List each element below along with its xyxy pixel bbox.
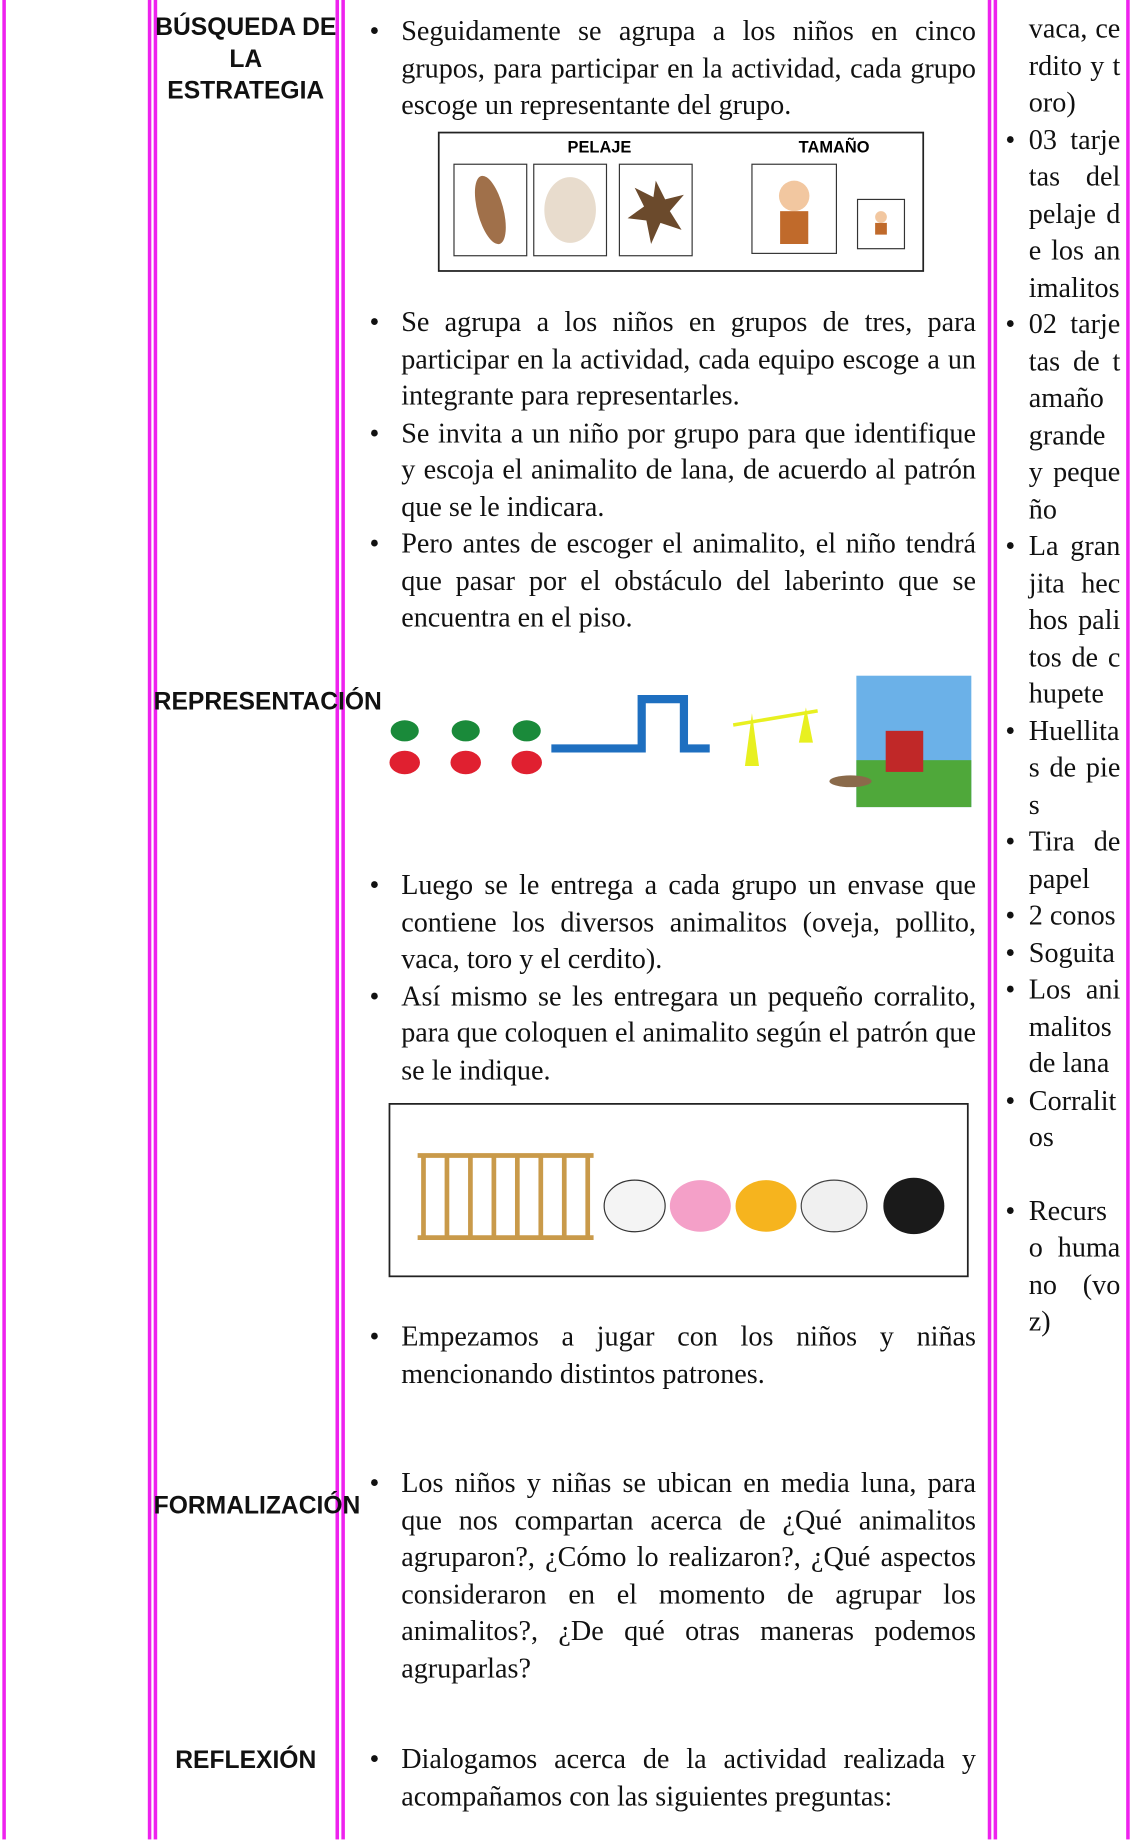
activity-item: Empezamos a jugar con los niños y niñas … bbox=[370, 1320, 976, 1394]
resource-item: 03 tarjetas del pelaje de los animalitos bbox=[998, 123, 1120, 308]
border bbox=[153, 0, 158, 1840]
activity-item: Luego se le entrega a cada grupo un enva… bbox=[370, 868, 976, 979]
resource-item: Recurso humano (voz) bbox=[998, 1194, 1120, 1342]
resource-item: 02 tarjetas de tamaño grande y pequeño bbox=[998, 307, 1120, 529]
resource-item: La granjita hechos palitos de chupete bbox=[998, 529, 1120, 714]
image-label: PELAJE bbox=[568, 139, 632, 157]
activity-item: Así mismo se les entregara un pequeño co… bbox=[370, 979, 976, 1090]
activity-item: Los niños y niñas se ubican en media lun… bbox=[370, 1466, 976, 1688]
activity-list: Empezamos a jugar con los niños y niñas … bbox=[370, 1320, 976, 1394]
phase-label: REFLEXIÓN bbox=[175, 1746, 317, 1774]
activity-list: Luego se le entrega a cada grupo un enva… bbox=[370, 868, 976, 1090]
resource-item: Soguita bbox=[998, 936, 1120, 973]
border bbox=[993, 0, 998, 1840]
activity-list: Dialogamos acerca de la actividad realiz… bbox=[370, 1742, 976, 1816]
resource-item: Tira de papel bbox=[998, 825, 1120, 899]
resource-item: 2 conos bbox=[998, 899, 1120, 936]
resource-item: Corralitos bbox=[998, 1083, 1120, 1157]
image-label: TAMAÑO bbox=[799, 137, 870, 157]
activity-item: Pero antes de escoger el animalito, el n… bbox=[370, 527, 976, 638]
image-corral bbox=[388, 1103, 969, 1278]
phase-label: FORMALIZACIÓN bbox=[153, 1492, 361, 1520]
activity-list: Los niños y niñas se ubican en media lun… bbox=[370, 1466, 976, 1688]
resources: vaca, cerdito y toro) 03 tarjetas del pe… bbox=[998, 12, 1120, 1342]
resource-item: Huellitas de pies bbox=[998, 714, 1120, 825]
resource-list: 03 tarjetas del pelaje de los animalitos… bbox=[998, 123, 1120, 1342]
border bbox=[987, 0, 992, 1840]
activity-item: Seguidamente se agrupa a los niños en ci… bbox=[370, 14, 976, 125]
activity-list: Se agrupa a los niños en grupos de tres,… bbox=[370, 305, 976, 638]
phase-label: BÚSQUEDA DE LA ESTRATEGIA bbox=[155, 14, 337, 105]
activity-item: Se agrupa a los niños en grupos de tres,… bbox=[370, 305, 976, 416]
activity-item: Dialogamos acerca de la actividad realiz… bbox=[370, 1742, 976, 1816]
border bbox=[335, 0, 340, 1840]
image-maze bbox=[389, 675, 972, 808]
activity-list: Seguidamente se agrupa a los niños en ci… bbox=[370, 14, 976, 125]
border bbox=[341, 0, 345, 1840]
phase-label: REPRESENTACIÓN bbox=[153, 688, 382, 716]
activity-item: Se invita a un niño por grupo para que i… bbox=[370, 416, 976, 527]
resource-item: vaca, cerdito y toro) bbox=[1028, 14, 1121, 119]
border bbox=[147, 0, 152, 1840]
border bbox=[1126, 0, 1130, 1840]
resource-item: Los animalitos de lana bbox=[998, 972, 1120, 1083]
image-cards: PELAJE TAMAÑO bbox=[437, 131, 925, 272]
border bbox=[2, 0, 6, 1840]
